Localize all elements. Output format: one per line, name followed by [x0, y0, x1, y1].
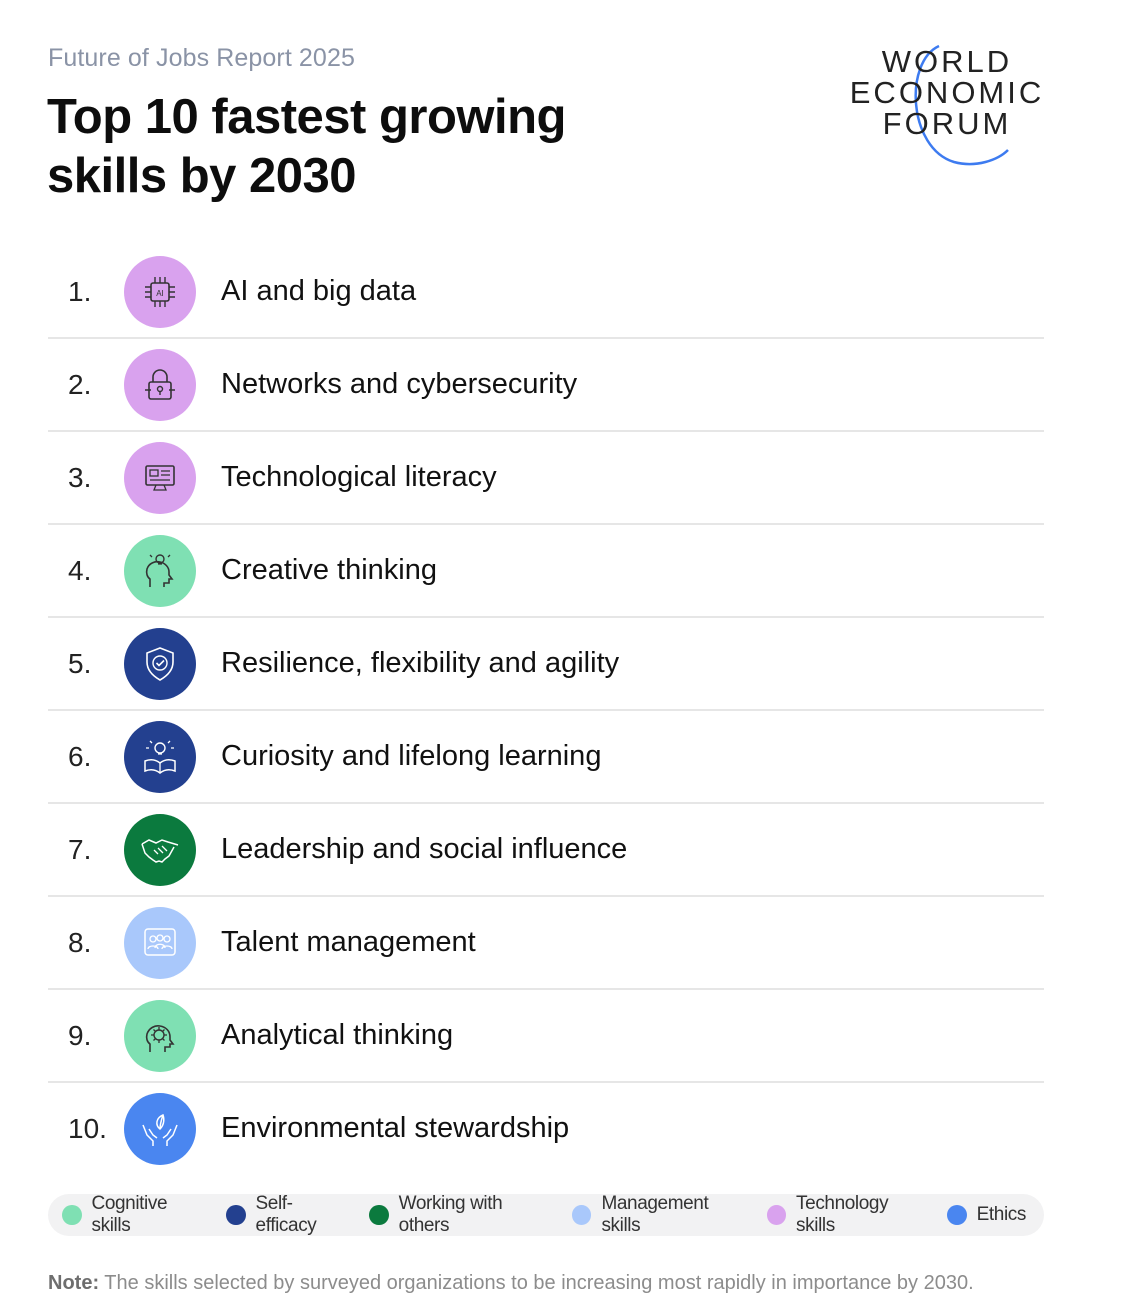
handshake-icon [141, 839, 179, 863]
wef-logo: WORLD ECONOMIC FORUM [842, 40, 1052, 170]
skill-label: Networks and cybersecurity [221, 368, 578, 400]
rank-number: 3. [68, 462, 92, 493]
note-text: The skills selected by surveyed organiza… [99, 1272, 974, 1294]
category-badge: AI [124, 256, 196, 328]
list-item: 2. Networks and cybersecurity [48, 339, 1044, 432]
skill-label: Leadership and social influence [221, 833, 628, 865]
category-badge [124, 907, 196, 979]
legend-item: Working with others [369, 1193, 554, 1237]
footnote: Note: The skills selected by surveyed or… [48, 1272, 974, 1295]
skill-label: AI and big data [221, 275, 417, 307]
rank-number: 4. [68, 555, 92, 586]
rank-number: 8. [68, 927, 92, 958]
skills-list: 1. AI AI and big data 2. Networks and cy… [48, 246, 1044, 1176]
legend-swatch [571, 1205, 592, 1225]
legend-swatch [369, 1205, 389, 1225]
book-lightbulb-icon [144, 740, 176, 774]
rank-number: 10. [68, 1113, 107, 1144]
skill-label: Curiosity and lifelong learning [221, 740, 602, 772]
legend-swatch [226, 1205, 246, 1225]
shield-check-icon [146, 647, 174, 681]
report-subtitle: Future of Jobs Report 2025 [48, 44, 355, 72]
rank-number: 6. [68, 741, 92, 772]
category-badge [124, 628, 196, 700]
rank-number: 9. [68, 1020, 92, 1051]
list-item: 8. Talent management [48, 897, 1044, 990]
category-badge [124, 442, 196, 514]
page-title: Top 10 fastest growing skills by 2030 [47, 90, 566, 203]
legend-item: Technology skills [766, 1193, 929, 1237]
svg-text:AI: AI [156, 289, 164, 298]
skill-label: Environmental stewardship [221, 1112, 570, 1144]
skill-label: Creative thinking [221, 554, 437, 586]
category-badge [124, 1093, 196, 1165]
legend-label: Working with others [398, 1193, 503, 1236]
head-lightbulb-icon [145, 554, 174, 587]
legend-label: Management skills [601, 1193, 709, 1236]
logo-line-world: WORLD [881, 44, 1013, 79]
legend-item: Ethics [946, 1204, 1027, 1226]
list-item: 6. Curiosity and lifelong learning [48, 711, 1044, 804]
hands-leaf-icon [142, 1113, 178, 1146]
list-item: 4. Creative thinking [48, 525, 1044, 618]
legend-swatch [946, 1205, 967, 1225]
head-gear-icon [145, 1025, 175, 1052]
category-badge [124, 814, 196, 886]
category-legend: Cognitive skills Self-efficacy Working w… [48, 1193, 1044, 1237]
category-badge [124, 535, 196, 607]
list-item: 3. Technological literacy [48, 432, 1044, 525]
legend-label: Technology skills [796, 1193, 889, 1236]
list-item: 10. Environmental stewardship [48, 1083, 1044, 1176]
skill-label: Technological literacy [221, 461, 497, 493]
ai-chip-icon: AI [145, 277, 175, 307]
logo-line-forum: FORUM [882, 106, 1012, 141]
legend-item: Cognitive skills [62, 1193, 208, 1237]
skill-label: Resilience, flexibility and agility [221, 647, 620, 679]
legend-label: Cognitive skills [91, 1193, 168, 1236]
legend-swatch [766, 1205, 787, 1225]
note-prefix: Note: [48, 1272, 100, 1294]
skill-label: Talent management [221, 926, 476, 958]
list-item: 5. Resilience, flexibility and agility [48, 618, 1044, 711]
skill-label: Analytical thinking [221, 1019, 454, 1051]
list-item: 1. AI AI and big data [48, 246, 1044, 339]
rank-number: 2. [68, 369, 92, 400]
legend-label: Self-efficacy [255, 1193, 317, 1236]
rank-number: 5. [68, 648, 92, 679]
logo-line-economic: ECONOMIC [849, 75, 1045, 110]
people-group-icon [144, 928, 176, 956]
computer-monitor-icon [145, 465, 175, 491]
logo-arc-icon [914, 44, 1009, 166]
padlock-circuit-icon [145, 369, 175, 400]
rank-number: 7. [68, 834, 92, 865]
category-badge [124, 349, 196, 421]
legend-label: Ethics [976, 1204, 1027, 1225]
rank-number: 1. [68, 276, 92, 307]
legend-item: Management skills [571, 1193, 749, 1237]
list-item: 7. Leadership and social influence [48, 804, 1044, 897]
category-badge [124, 1000, 196, 1072]
list-item: 9. Analytical thinking [48, 990, 1044, 1083]
category-badge [124, 721, 196, 793]
legend-swatch [62, 1205, 82, 1225]
legend-item: Self-efficacy [226, 1193, 351, 1237]
